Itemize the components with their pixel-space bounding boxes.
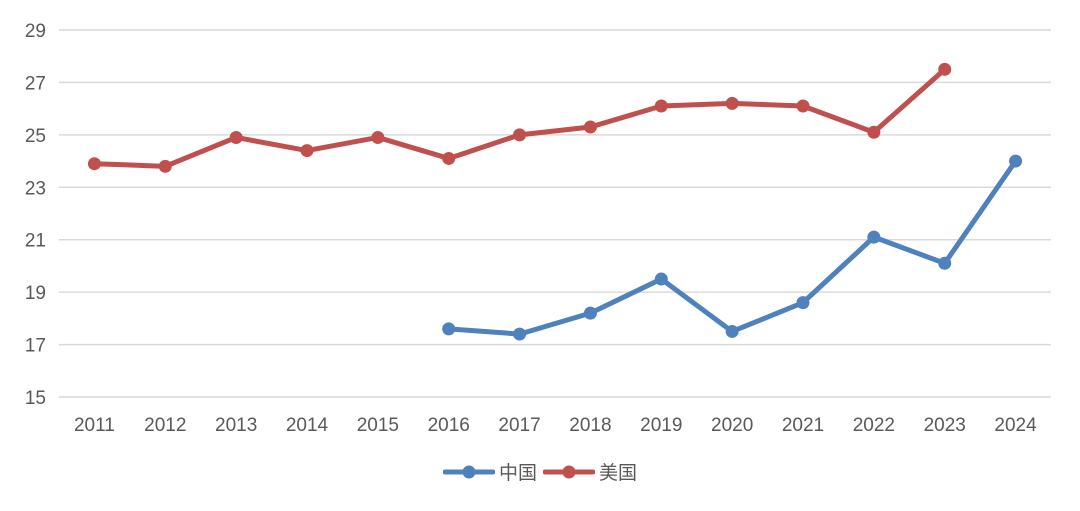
data-point-marker[interactable]: [513, 327, 527, 341]
data-point-marker[interactable]: [938, 62, 952, 76]
legend-label: 中国: [498, 463, 537, 484]
legend-label: 美国: [599, 463, 638, 484]
series-line: [91, 66, 948, 169]
legend-item-china[interactable]: 中国: [442, 458, 537, 485]
x-tick-label: 2021: [782, 415, 824, 436]
data-point-marker[interactable]: [654, 272, 668, 286]
x-tick-label: 2017: [498, 415, 540, 436]
data-point-marker[interactable]: [867, 230, 881, 244]
data-point-marker[interactable]: [1009, 154, 1023, 168]
x-tick-label: 2016: [428, 415, 470, 436]
y-tick-label: 17: [25, 336, 46, 357]
x-tick-label: 2023: [924, 415, 966, 436]
legend-item-usa[interactable]: 美国: [543, 458, 637, 485]
data-point-marker[interactable]: [725, 96, 739, 110]
y-tick-label: 19: [25, 283, 46, 304]
data-point-marker[interactable]: [442, 322, 456, 336]
data-point-marker[interactable]: [938, 256, 952, 270]
data-point-marker[interactable]: [725, 324, 739, 338]
x-tick-label: 2014: [286, 415, 329, 436]
data-point-marker[interactable]: [371, 130, 385, 144]
series-china: [442, 154, 1023, 341]
data-point-marker[interactable]: [229, 130, 243, 144]
y-tick-label: 29: [25, 21, 46, 42]
y-tick-label: 23: [25, 178, 46, 199]
x-tick-label: 2013: [215, 415, 257, 436]
data-point-marker[interactable]: [583, 120, 597, 134]
data-point-marker[interactable]: [300, 144, 314, 158]
data-point-marker[interactable]: [87, 157, 101, 171]
x-tick-label: 2019: [640, 415, 682, 436]
x-tick-label: 2022: [853, 415, 895, 436]
x-tick-label: 2015: [357, 415, 399, 436]
plot-area: 15 17 19 21 23 25 27 29 2011 2012 2013 2014 2015 2016…: [25, 21, 1051, 436]
series-usa: [87, 62, 952, 173]
data-point-marker[interactable]: [513, 128, 527, 142]
legend: 中国 美国: [0, 458, 1080, 485]
x-tick-label: 2024: [994, 415, 1037, 436]
data-point-marker[interactable]: [442, 151, 456, 165]
y-tick-label: 25: [25, 126, 46, 147]
data-point-marker[interactable]: [867, 125, 881, 139]
legend-line-marker-icon: [442, 465, 495, 478]
y-tick-label: 27: [25, 73, 46, 94]
legend-line-marker-icon: [543, 465, 595, 478]
y-tick-label: 21: [25, 231, 46, 252]
x-tick-label: 2011: [74, 415, 115, 436]
data-point-marker[interactable]: [583, 306, 597, 320]
x-tick-label: 2012: [144, 415, 186, 436]
data-point-marker[interactable]: [654, 99, 668, 113]
x-tick-label: 2020: [711, 415, 753, 436]
data-point-marker[interactable]: [158, 159, 172, 173]
y-tick-label: 15: [25, 388, 46, 409]
gridlines: [59, 29, 1051, 398]
x-tick-label: 2018: [569, 415, 611, 436]
data-point-marker[interactable]: [796, 99, 810, 113]
data-point-marker[interactable]: [796, 296, 810, 310]
